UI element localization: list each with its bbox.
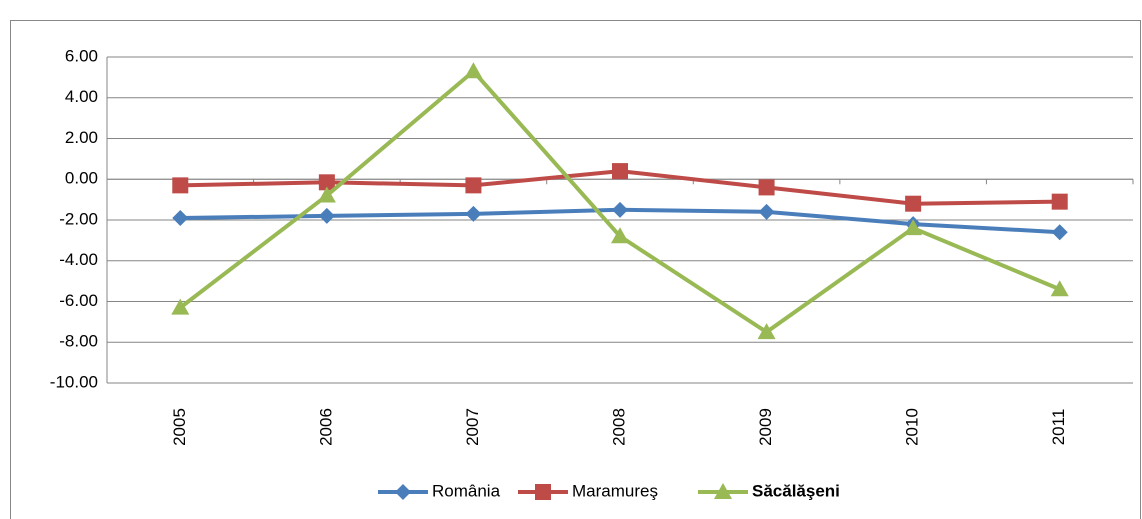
y-tick-label: -6.00 bbox=[59, 291, 98, 310]
y-tick-label: -2.00 bbox=[59, 209, 98, 228]
y-tick-label: 6.00 bbox=[65, 46, 98, 65]
chart-frame bbox=[10, 20, 1141, 519]
marker bbox=[1051, 193, 1068, 210]
y-tick-label: -10.00 bbox=[50, 372, 98, 391]
marker bbox=[172, 209, 189, 226]
x-tick-label: 2005 bbox=[170, 408, 189, 446]
marker bbox=[464, 62, 483, 79]
marker bbox=[1050, 280, 1069, 297]
marker bbox=[395, 484, 411, 500]
marker bbox=[904, 219, 923, 236]
y-tick-label: -4.00 bbox=[59, 250, 98, 269]
legend-label: Săcălăşeni bbox=[752, 481, 840, 500]
marker bbox=[757, 323, 776, 340]
marker bbox=[535, 484, 551, 500]
marker bbox=[758, 203, 775, 220]
y-tick-label: 4.00 bbox=[65, 87, 98, 106]
marker bbox=[318, 207, 335, 224]
legend-label: Maramureş bbox=[572, 481, 658, 500]
y-tick-label: -8.00 bbox=[59, 332, 98, 351]
marker bbox=[318, 174, 335, 191]
x-tick-label: 2010 bbox=[903, 408, 922, 446]
y-tick-label: 0.00 bbox=[65, 169, 98, 188]
legend-label: România bbox=[432, 481, 501, 500]
x-tick-label: 2006 bbox=[316, 408, 335, 446]
marker bbox=[612, 201, 628, 218]
marker bbox=[611, 227, 629, 244]
marker bbox=[317, 186, 336, 203]
marker bbox=[172, 177, 189, 194]
marker bbox=[905, 195, 922, 212]
x-tick-label: 2007 bbox=[463, 408, 482, 446]
marker bbox=[612, 163, 628, 180]
marker bbox=[1051, 224, 1068, 241]
marker bbox=[171, 298, 190, 315]
marker bbox=[758, 179, 775, 196]
marker bbox=[714, 483, 732, 499]
y-tick-label: 2.00 bbox=[65, 128, 98, 147]
marker bbox=[465, 205, 482, 222]
x-tick-label: 2008 bbox=[609, 408, 628, 446]
x-tick-label: 2009 bbox=[756, 408, 775, 446]
x-tick-label: 2011 bbox=[1049, 409, 1068, 446]
marker bbox=[465, 177, 482, 194]
